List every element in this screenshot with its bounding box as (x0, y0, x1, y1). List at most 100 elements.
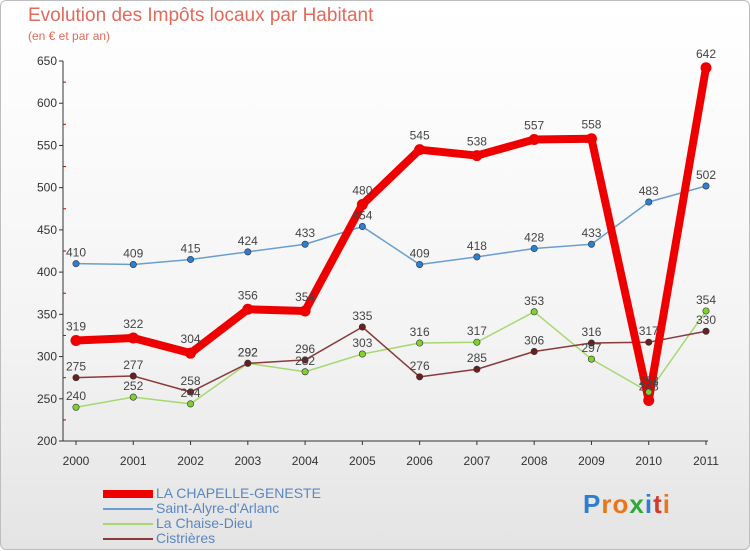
data-label-saint-alyre-d-arlanc: 433 (581, 226, 601, 240)
data-label-saint-alyre-d-arlanc: 415 (181, 241, 201, 255)
data-point-la-chaise-dieu (358, 350, 366, 358)
data-label-la-chapelle-geneste: 354 (295, 290, 315, 304)
data-label-la-chaise-dieu: 252 (123, 379, 143, 393)
data-label-cistri-res: 285 (467, 351, 487, 365)
data-label-la-chapelle-geneste: 557 (524, 119, 544, 133)
chart-subtitle: (en € et par an) (28, 29, 111, 43)
data-label-cistri-res: 306 (524, 333, 544, 347)
data-label-cistri-res: 316 (581, 325, 601, 339)
y-tick-label: 650 (37, 54, 57, 68)
data-label-saint-alyre-d-arlanc: 418 (467, 239, 487, 253)
data-label-la-chapelle-geneste: 642 (696, 47, 716, 61)
legend-label-saint-alyre-darlanc: Saint-Alyre-d'Arlanc (156, 500, 280, 516)
data-label-la-chaise-dieu: 316 (410, 325, 430, 339)
x-tick-label: 2004 (292, 454, 319, 468)
data-point-saint-alyre-d-arlanc (702, 182, 710, 190)
data-label-saint-alyre-d-arlanc: 409 (123, 247, 143, 261)
series-line-la-chapelle-geneste (72, 63, 710, 405)
chart-title: Evolution des Impôts locaux par Habitant (28, 5, 374, 26)
x-tick-label: 2009 (578, 454, 605, 468)
data-label-la-chaise-dieu: 282 (295, 354, 315, 368)
x-tick-label: 2005 (349, 454, 376, 468)
y-tick-label: 250 (37, 392, 57, 406)
data-point-la-chapelle-geneste (528, 134, 540, 146)
data-point-cistri-res (473, 365, 481, 373)
data-point-la-chaise-dieu (187, 400, 195, 408)
logo-letter: o (612, 489, 630, 519)
data-label-saint-alyre-d-arlanc: 454 (352, 209, 372, 223)
data-point-saint-alyre-d-arlanc (416, 261, 424, 269)
data-label-la-chaise-dieu: 317 (467, 324, 487, 338)
data-label-la-chapelle-geneste: 480 (352, 184, 372, 198)
data-point-cistri-res (129, 372, 137, 380)
data-label-saint-alyre-d-arlanc: 483 (639, 184, 659, 198)
data-point-la-chapelle-geneste (585, 133, 597, 145)
x-tick-label: 2011 (693, 454, 719, 468)
data-point-cistri-res (244, 359, 252, 367)
y-tick-label: 300 (37, 350, 57, 364)
data-point-saint-alyre-d-arlanc (358, 223, 366, 231)
data-label-la-chaise-dieu: 303 (352, 336, 372, 350)
data-point-la-chapelle-geneste (127, 332, 139, 344)
proxiti-logo: Proxiti (583, 489, 671, 520)
y-tick-label: 550 (37, 138, 57, 152)
data-point-cistri-res (645, 338, 653, 346)
data-point-la-chapelle-geneste (299, 305, 311, 317)
data-point-saint-alyre-d-arlanc (645, 198, 653, 206)
x-tick-label: 2008 (521, 454, 548, 468)
data-point-saint-alyre-d-arlanc (473, 253, 481, 261)
legend-swatch-cistrieres (103, 538, 153, 540)
data-label-la-chapelle-geneste: 319 (66, 320, 86, 334)
data-point-cistri-res (187, 388, 195, 396)
data-point-saint-alyre-d-arlanc (587, 240, 595, 248)
x-tick-label: 2003 (234, 454, 261, 468)
data-label-la-chapelle-geneste: 545 (410, 129, 430, 143)
data-label-cistri-res: 330 (696, 313, 716, 327)
data-label-cistri-res: 258 (181, 374, 201, 388)
logo-letter: r (601, 489, 613, 519)
data-point-la-chapelle-geneste (242, 303, 254, 315)
data-point-cistri-res (587, 339, 595, 347)
x-tick-label: 2001 (120, 454, 147, 468)
data-point-la-chapelle-geneste (414, 144, 426, 156)
data-label-saint-alyre-d-arlanc: 409 (410, 247, 430, 261)
data-point-la-chapelle-geneste (471, 150, 483, 162)
legend-swatch-la-chaise-dieu (103, 523, 153, 525)
data-point-la-chaise-dieu (129, 393, 137, 401)
x-tick-label: 2000 (63, 454, 90, 468)
logo-letter: x (629, 489, 645, 519)
data-label-la-chapelle-geneste: 322 (123, 317, 143, 331)
data-label-cistri-res: 335 (352, 309, 372, 323)
legend-label-la-chaise-dieu: La Chaise-Dieu (156, 515, 253, 531)
legend-swatch-saint-alyre-darlanc (103, 508, 153, 510)
data-point-saint-alyre-d-arlanc (129, 261, 137, 269)
legend-label-cistrieres: Cistrières (156, 530, 216, 546)
series-line-cistri-res (75, 326, 707, 393)
data-label-cistri-res: 275 (66, 360, 86, 374)
y-tick-label: 450 (37, 223, 57, 237)
data-point-la-chapelle-geneste (70, 335, 82, 347)
data-point-la-chapelle-geneste (185, 347, 197, 359)
data-label-la-chapelle-geneste: 558 (581, 118, 601, 132)
data-label-la-chaise-dieu: 297 (581, 341, 601, 355)
data-label-la-chaise-dieu: 292 (238, 345, 258, 359)
data-point-la-chaise-dieu (530, 308, 538, 316)
data-point-la-chaise-dieu (702, 307, 710, 315)
data-point-la-chaise-dieu (473, 338, 481, 346)
data-point-la-chaise-dieu (416, 339, 424, 347)
data-point-la-chapelle-geneste (700, 62, 712, 74)
data-label-la-chapelle-geneste: 356 (238, 288, 258, 302)
data-point-cistri-res (72, 374, 80, 382)
data-label-cistri-res: 276 (410, 359, 430, 373)
data-point-saint-alyre-d-arlanc (530, 244, 538, 252)
legend-label-la-chapelle-geneste: LA CHAPELLE-GENESTE (156, 485, 321, 501)
data-point-cistri-res (301, 356, 309, 364)
logo-letter: t (653, 489, 663, 519)
data-label-saint-alyre-d-arlanc: 424 (238, 234, 258, 248)
x-tick-label: 2006 (406, 454, 433, 468)
logo-letter: i (644, 489, 654, 519)
data-label-saint-alyre-d-arlanc: 410 (66, 246, 86, 260)
data-point-la-chaise-dieu (587, 355, 595, 363)
data-point-cistri-res (702, 327, 710, 335)
